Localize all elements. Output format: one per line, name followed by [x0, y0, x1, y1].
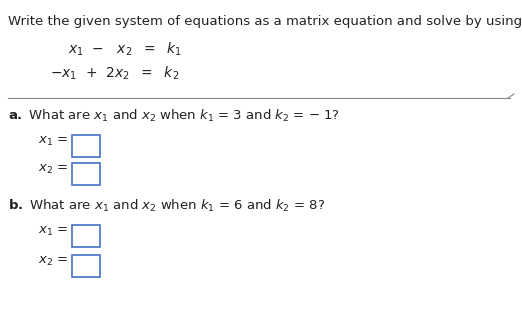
Text: $x_1$ =: $x_1$ = — [38, 135, 68, 148]
Text: $\mathbf{b.}$ What are $x_1$ and $x_2$ when $k_1$ = 6 and $k_2$ = 8?: $\mathbf{b.}$ What are $x_1$ and $x_2$ w… — [8, 198, 325, 214]
FancyBboxPatch shape — [72, 135, 100, 157]
Text: $-x_1$  $+$  $2x_2$  $=$  $k_2$: $-x_1$ $+$ $2x_2$ $=$ $k_2$ — [50, 65, 179, 82]
Text: $x_1$  $-$   $x_2$  $=$  $k_1$: $x_1$ $-$ $x_2$ $=$ $k_1$ — [68, 41, 182, 58]
Text: $\mathbf{a.}$ What are $x_1$ and $x_2$ when $k_1$ = 3 and $k_2$ = − 1?: $\mathbf{a.}$ What are $x_1$ and $x_2$ w… — [8, 108, 340, 124]
FancyBboxPatch shape — [72, 163, 100, 185]
FancyBboxPatch shape — [72, 225, 100, 247]
FancyBboxPatch shape — [72, 255, 100, 277]
Text: $x_2$ =: $x_2$ = — [38, 163, 68, 176]
Text: $x_1$ =: $x_1$ = — [38, 225, 68, 238]
Text: Write the given system of equations as a matrix equation and solve by using inve: Write the given system of equations as a… — [8, 15, 522, 28]
Text: $x_2$ =: $x_2$ = — [38, 255, 68, 268]
